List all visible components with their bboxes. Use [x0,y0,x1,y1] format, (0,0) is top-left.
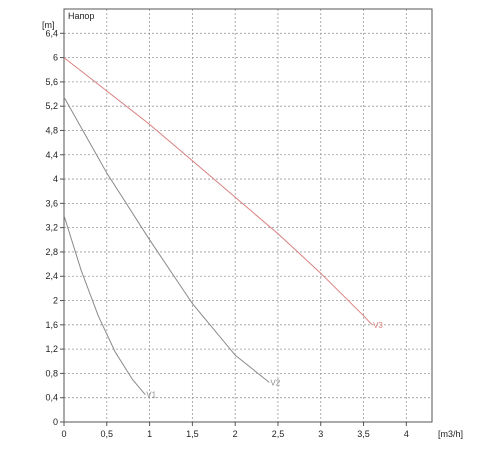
x-tick-label: 3 [318,429,323,439]
plot-title: Напор [68,11,94,21]
series-line-v1 [63,215,146,396]
series-line-v2 [63,96,270,383]
y-tick-label: 0,4 [45,393,58,403]
x-tick-label: 1,5 [186,429,199,439]
y-tick-label: 6,4 [45,28,58,38]
x-tick-label: 3,5 [357,429,370,439]
ticks: 0 0,5 1 1,5 2 2,5 3 3,5 4 0 0,4 0,8 1,2 1,6 2 2,4 2,8 3,2… [45,28,408,439]
y-tick-label: 2 [53,296,58,306]
y-axis-label: [m] [42,20,55,30]
x-tick-label: 2,5 [272,429,285,439]
y-tick-label: 2,4 [45,271,58,281]
y-tick-label: 1,2 [45,344,58,354]
series-label-v1: V1 [146,391,156,400]
x-tick-label: 0 [61,429,66,439]
series-label-v2: V2 [270,379,280,388]
y-tick-label: 6 [53,53,58,63]
y-tick-label: 3,2 [45,223,58,233]
series-group [63,57,373,396]
y-tick-label: 1,6 [45,320,58,330]
grid [64,9,432,422]
series-labels: V1 V2 V3 [146,321,383,400]
y-tick-label: 2,8 [45,247,58,257]
series-label-v3: V3 [373,321,383,330]
y-tick-label: 0,8 [45,368,58,378]
y-tick-label: 3,6 [45,198,58,208]
y-tick-label: 5,2 [45,101,58,111]
y-tick-label: 0 [53,417,58,427]
x-axis-label: [m3/h] [438,429,463,439]
y-tick-label: 4,8 [45,125,58,135]
y-tick-label: 4 [53,174,58,184]
y-tick-label: 5,6 [45,77,58,87]
plot-frame [63,8,433,423]
x-tick-label: 2 [233,429,238,439]
series-line-v3 [63,57,373,326]
x-tick-label: 4 [404,429,409,439]
x-tick-label: 0,5 [101,429,114,439]
y-tick-label: 4,4 [45,150,58,160]
x-tick-label: 1 [147,429,152,439]
